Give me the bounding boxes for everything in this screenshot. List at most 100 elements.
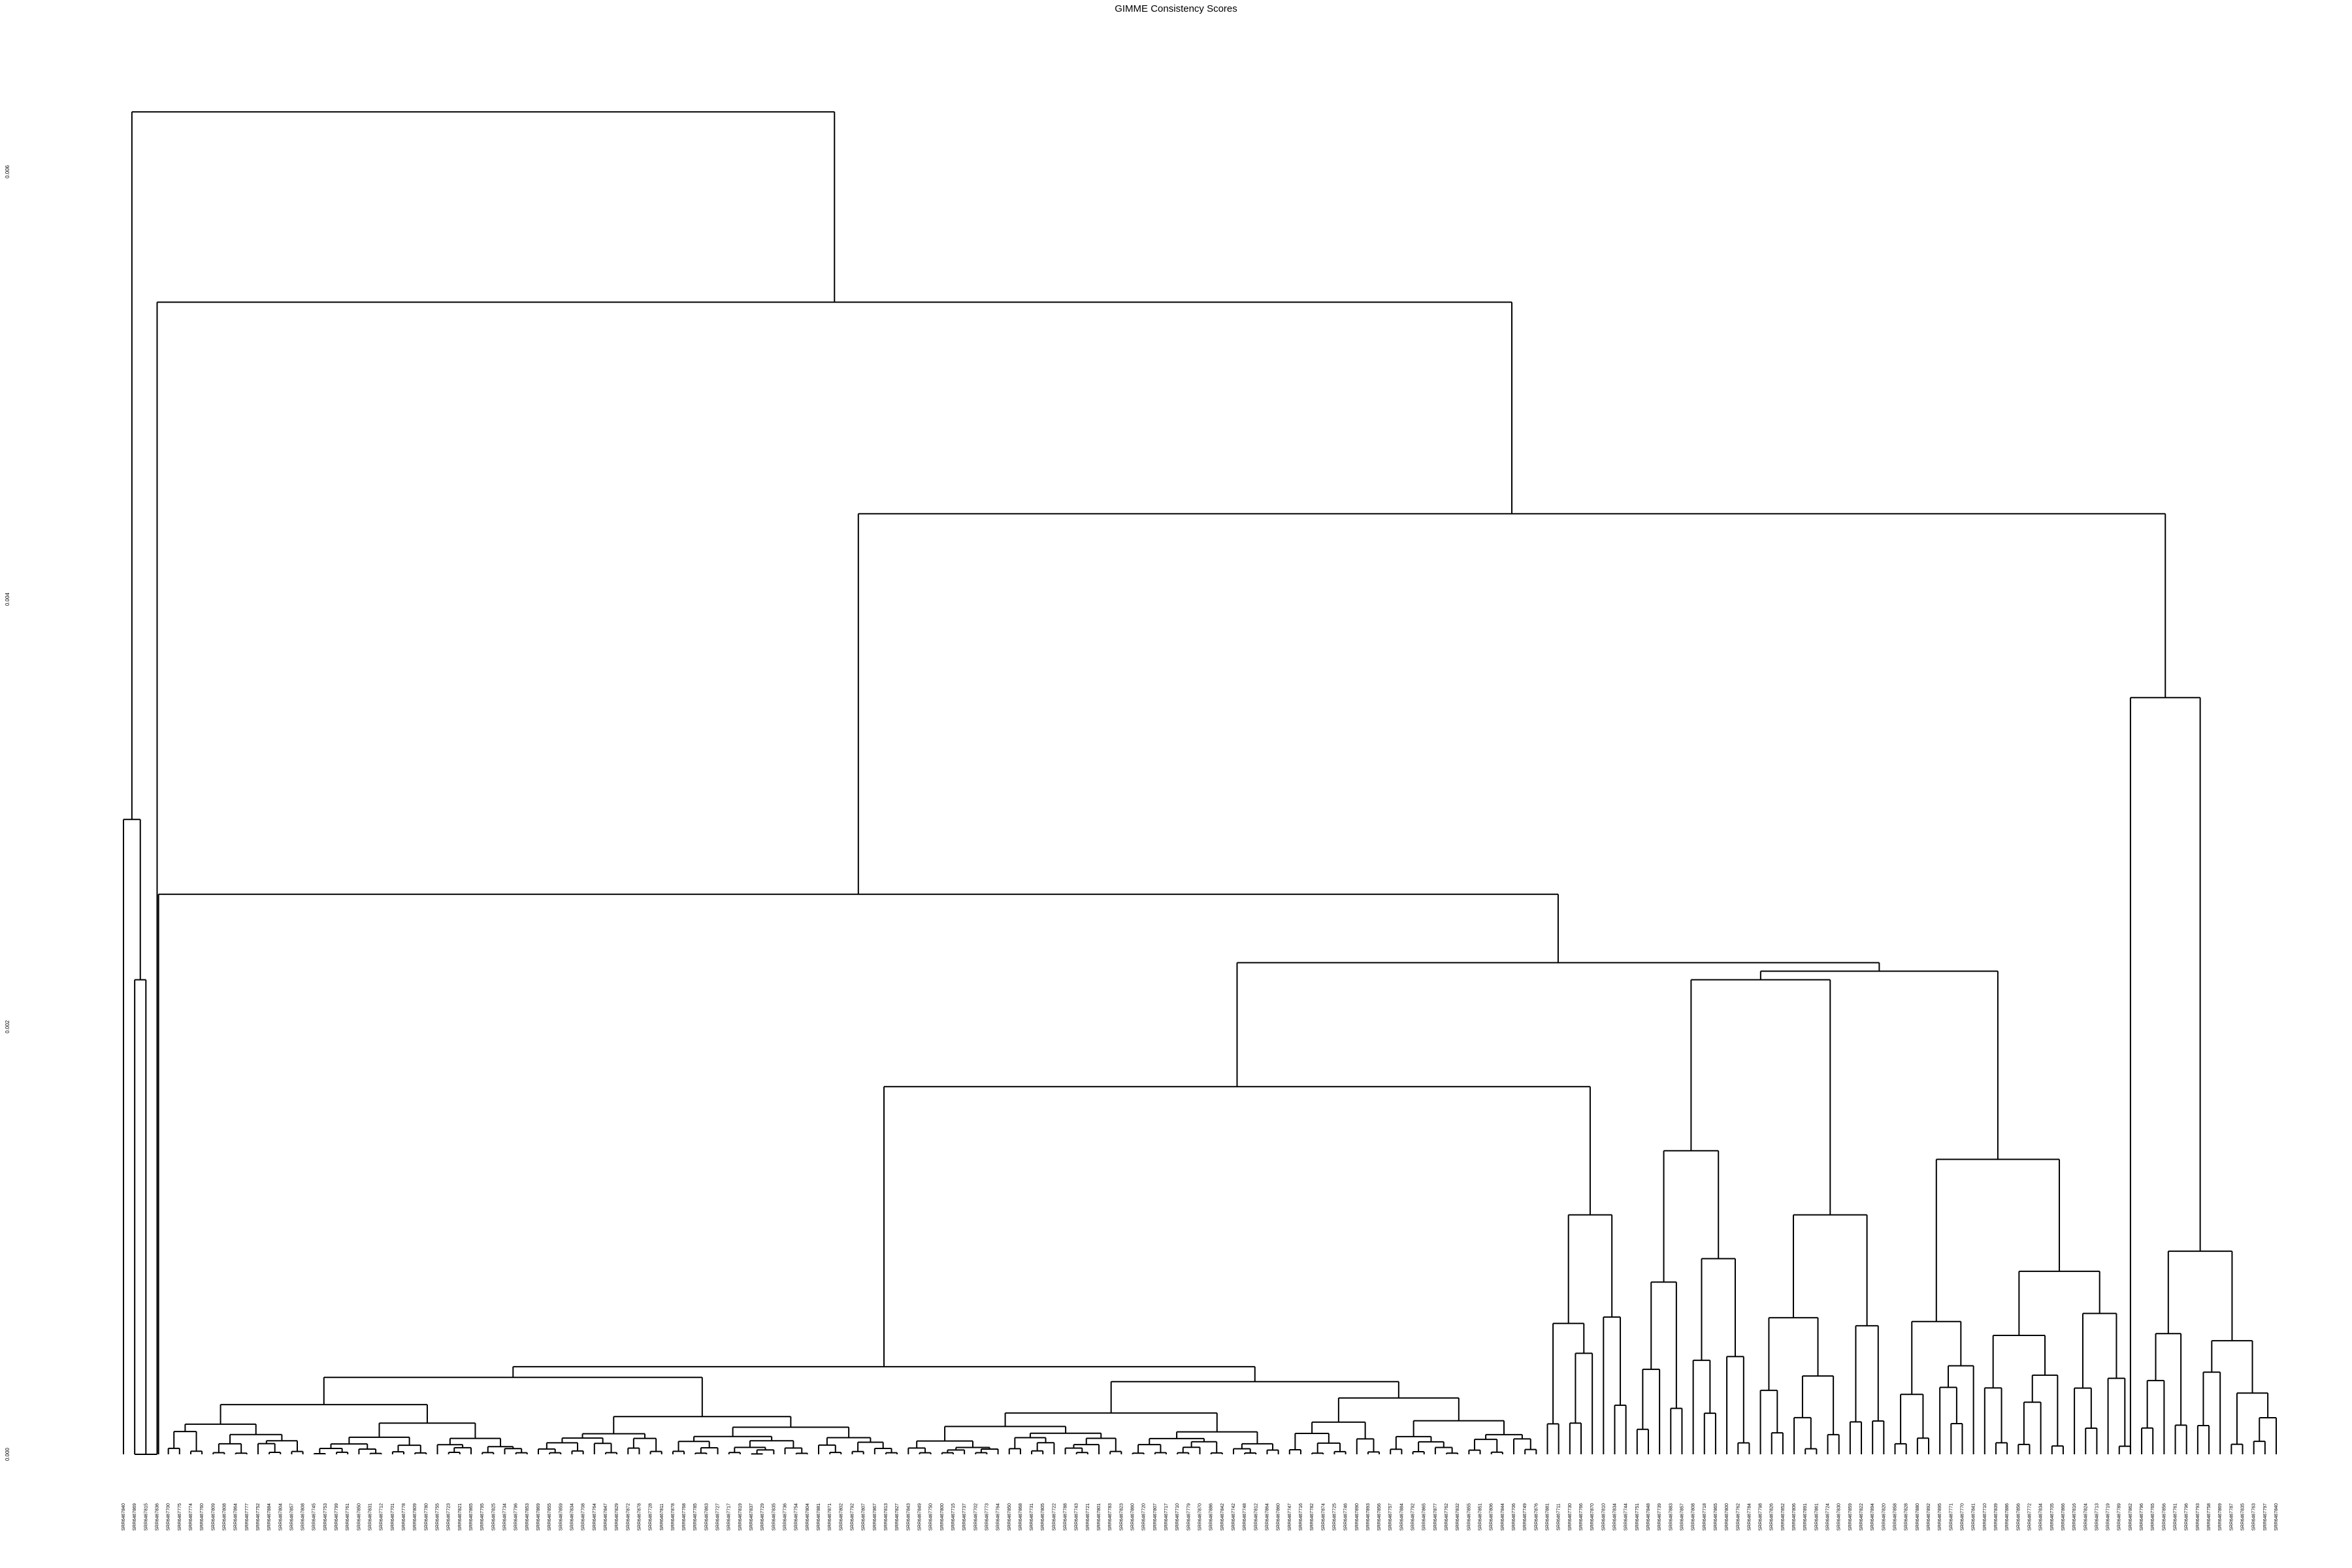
leaf-label: SRR6467706	[1512, 1503, 1516, 1531]
leaf-label: SRR6467717	[727, 1503, 732, 1531]
leaf-label: SRR6467864	[234, 1503, 238, 1531]
leaf-label: SRR6467862	[2129, 1503, 2133, 1531]
leaf-label: SRR6467720	[1142, 1503, 1147, 1531]
leaf-label: SRR6467891	[1803, 1503, 1808, 1531]
leaf-label: SRR6467851	[1478, 1503, 1483, 1531]
leaf-label: SRR6467771	[1949, 1503, 1953, 1531]
leaf-label: SRR6467812	[1254, 1503, 1258, 1531]
leaf-label: SRR6467775	[178, 1503, 182, 1531]
y-tick-label: 0.006	[5, 165, 10, 178]
leaf-label: SRR6467822	[1859, 1503, 1864, 1531]
leaf-label: SRR6467724	[1826, 1503, 1831, 1531]
leaf-label: SRR6467723	[447, 1503, 451, 1531]
y-axis: 0.000 0.002 0.004 0.006	[5, 165, 10, 1461]
leaf-label: SRR6467757	[1388, 1503, 1393, 1531]
leaf-label: SRR6467881	[1546, 1503, 1550, 1531]
leaf-label: SRR6467858	[1893, 1503, 1898, 1531]
leaf-label: SRR6467836	[155, 1503, 159, 1531]
leaf-label: SRR6467779	[1186, 1503, 1191, 1531]
leaf-label: SRR6467755	[436, 1503, 440, 1531]
leaf-label: SRR6467789	[2117, 1503, 2122, 1531]
leaf-label: SRR6467727	[716, 1503, 721, 1531]
leaf-label: SRR6467855	[547, 1503, 552, 1531]
leaf-label: SRR6467857	[1680, 1503, 1684, 1531]
leaf-label: SRR6467850	[1007, 1503, 1012, 1531]
leaf-label: SRR6467843	[906, 1503, 911, 1531]
leaf-label: SRR6467770	[1960, 1503, 1965, 1531]
leaf-label: SRR6467865	[469, 1503, 474, 1531]
leaf-label: SRR6467739	[1658, 1503, 1662, 1531]
leaf-label: SRR6467872	[626, 1503, 630, 1531]
leaf-label: SRR6467877	[1433, 1503, 1438, 1531]
leaf-label: SRR6467721	[1086, 1503, 1090, 1531]
leaf-label: SRR6467804	[278, 1503, 283, 1531]
leaf-label: SRR6467700	[167, 1503, 171, 1531]
leaf-label: SRR6467869	[133, 1503, 137, 1531]
leaf-label: SRR6467783	[1108, 1503, 1113, 1531]
leaf-label: SRR6467764	[593, 1503, 597, 1531]
leaf-label: SRR6467758	[2207, 1503, 2212, 1531]
leaf-label: SRR6467874	[1321, 1503, 1326, 1531]
leaf-label: SRR6467751	[1635, 1503, 1640, 1531]
leaf-label: SRR6467830	[1837, 1503, 1842, 1531]
leaf-label: SRR6467849	[917, 1503, 922, 1531]
leaf-label: SRR6467792	[850, 1503, 855, 1531]
leaf-label: SRR6467868	[1019, 1503, 1023, 1531]
leaf-label: SRR6467708	[581, 1503, 586, 1531]
leaf-label: SRR6467869	[536, 1503, 541, 1531]
leaf-label: SRR6467766	[1579, 1503, 1584, 1531]
leaf-label: SRR6467832	[1456, 1503, 1460, 1531]
leaf-label: SRR6467809	[211, 1503, 216, 1531]
leaf-label: SRR6467728	[649, 1503, 653, 1531]
leaf-label: SRR6467701	[391, 1503, 395, 1531]
leaf-label: SRR6467761	[2174, 1503, 2178, 1531]
leaf-label: SRR6467856	[2162, 1503, 2166, 1531]
leaf-label: SRR6467840	[2274, 1503, 2279, 1531]
leaf-label: SRR6467710	[1175, 1503, 1180, 1531]
leaf-label: SRR6467861	[1814, 1503, 1819, 1531]
leaf-label: SRR6467722	[1052, 1503, 1056, 1531]
leaf-label: SRR6467860	[1277, 1503, 1281, 1531]
leaf-label: SRR6467834	[1612, 1503, 1617, 1531]
leaf-label: SRR6467886	[1209, 1503, 1214, 1531]
leaf-label: SRR6467785	[693, 1503, 698, 1531]
leaf-label: SRR6467796	[514, 1503, 519, 1531]
leaf-label: SRR6467841	[1972, 1503, 1976, 1531]
leaf-label: SRR6467864	[1265, 1503, 1269, 1531]
leaf-label: SRR6467824	[2083, 1503, 2088, 1531]
leaf-label: SRR6467857	[289, 1503, 294, 1531]
leaf-label: SRR6467834	[570, 1503, 574, 1531]
leaf-label: SRR6467761	[346, 1503, 350, 1531]
leaf-label: SRR6467825	[491, 1503, 496, 1531]
leaf-label: SRR6467865	[1422, 1503, 1427, 1531]
leaf-label: SRR6467806	[1490, 1503, 1494, 1531]
leaf-label: SRR6467799	[335, 1503, 339, 1531]
leaf-label: SRR6467710	[1983, 1503, 1987, 1531]
leaf-label: SRR6467718	[1703, 1503, 1707, 1531]
leaf-label: SRR6467782	[1310, 1503, 1315, 1531]
leaf-label: SRR6467878	[637, 1503, 642, 1531]
leaf-label: SRR6467807	[1153, 1503, 1158, 1531]
leaf-label: SRR6467793	[2196, 1503, 2200, 1531]
leaf-label: SRR6467860	[1131, 1503, 1135, 1531]
leaf-label: SRR6467743	[1075, 1503, 1079, 1531]
leaf-label: SRR6467831	[368, 1503, 373, 1531]
leaf-label: SRR6467827	[895, 1503, 900, 1531]
leaf-label: SRR6467884	[267, 1503, 272, 1531]
leaf-label: SRR6467863	[704, 1503, 709, 1531]
leaf-label: SRR6467893	[1366, 1503, 1371, 1531]
leaf-label: SRR6467880	[1916, 1503, 1920, 1531]
leaf-label: SRR6467840	[122, 1503, 126, 1531]
chart-title: GIMME Consistency Scores	[1115, 3, 1237, 14]
leaf-label: SRR6467883	[1669, 1503, 1673, 1531]
leaf-label: SRR6467748	[1243, 1503, 1247, 1531]
leaf-label: SRR6467801	[1097, 1503, 1102, 1531]
leaf-label: SRR6467802	[839, 1503, 843, 1531]
dendrogram-branches	[123, 111, 2277, 1455]
leaf-label: SRR6467871	[828, 1503, 832, 1531]
leaf-label: SRR6467856	[2016, 1503, 2021, 1531]
leaf-label: SRR6467837	[749, 1503, 754, 1531]
leaf-label: SRR6467753	[323, 1503, 328, 1531]
leaf-label: SRR6467788	[1064, 1503, 1068, 1531]
leaf-label: SRR6467821	[458, 1503, 463, 1531]
